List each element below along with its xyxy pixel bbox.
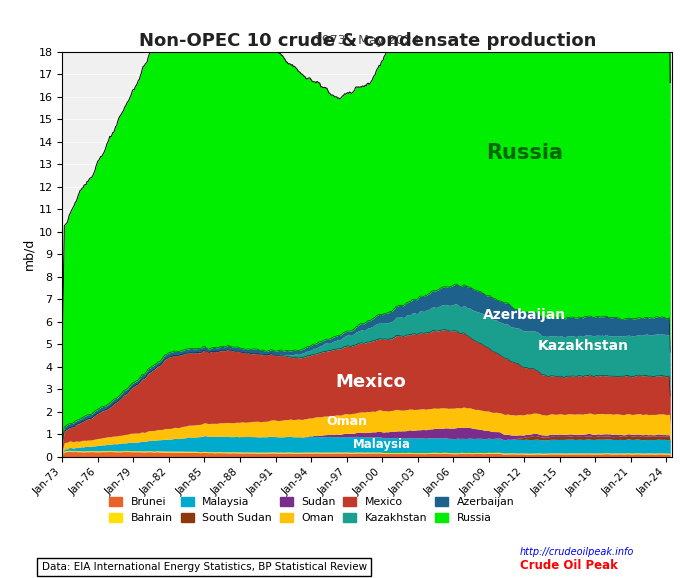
Text: Crude Oil Peak: Crude Oil Peak — [520, 560, 617, 572]
Legend: Brunei, Bahrain, Malaysia, South Sudan, Sudan, Oman, Mexico, Kazakhstan, Azerbai: Brunei, Bahrain, Malaysia, South Sudan, … — [106, 494, 518, 527]
Text: 1973 - May 2024: 1973 - May 2024 — [315, 34, 420, 47]
Y-axis label: mb/d: mb/d — [23, 238, 36, 271]
Text: http://crudeoilpeak.info: http://crudeoilpeak.info — [520, 547, 634, 557]
Text: Kazakhstan: Kazakhstan — [538, 339, 629, 354]
Title: Non-OPEC 10 crude & condensate production: Non-OPEC 10 crude & condensate productio… — [139, 32, 596, 50]
Text: Russia: Russia — [486, 143, 563, 163]
Text: Mexico: Mexico — [335, 373, 405, 391]
Text: Azerbaijan: Azerbaijan — [482, 308, 565, 322]
Text: Oman: Oman — [326, 415, 367, 428]
Text: Data: EIA International Energy Statistics, BP Statistical Review: Data: EIA International Energy Statistic… — [42, 562, 367, 572]
Text: Malaysia: Malaysia — [353, 439, 411, 451]
